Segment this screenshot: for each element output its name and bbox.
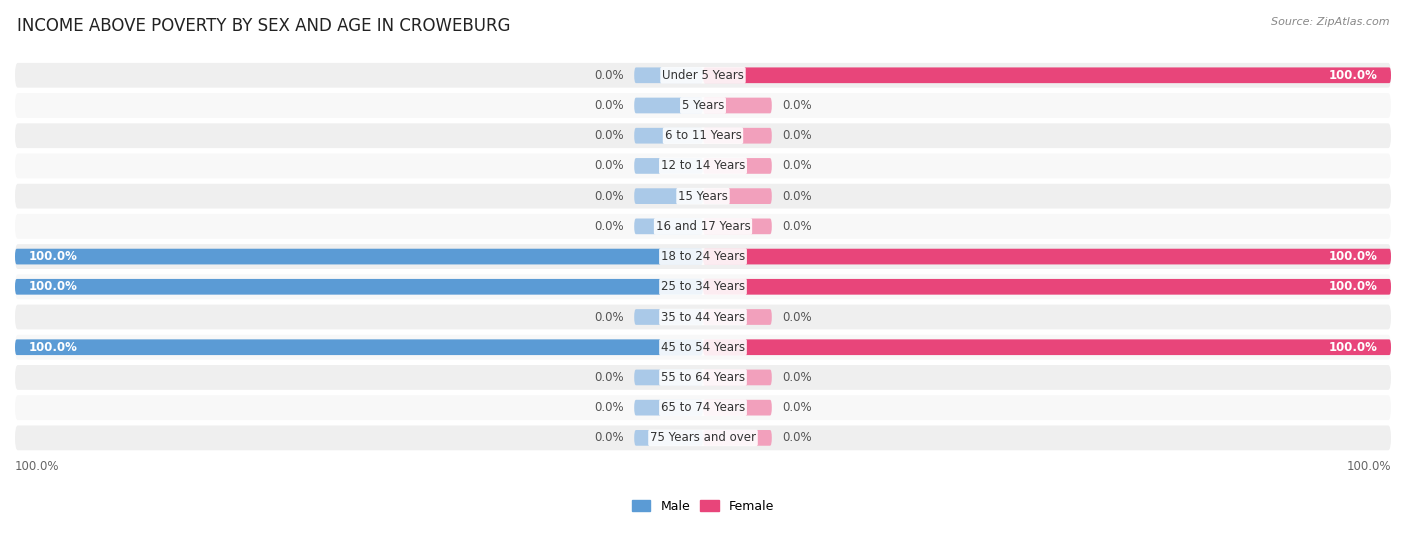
Text: 0.0%: 0.0% [595,401,624,414]
FancyBboxPatch shape [703,369,772,385]
FancyBboxPatch shape [15,365,1391,390]
Text: 0.0%: 0.0% [595,371,624,384]
FancyBboxPatch shape [15,395,1391,420]
FancyBboxPatch shape [703,158,772,174]
FancyBboxPatch shape [703,400,772,415]
FancyBboxPatch shape [634,400,703,415]
Text: 0.0%: 0.0% [782,99,811,112]
FancyBboxPatch shape [634,68,703,83]
FancyBboxPatch shape [634,369,703,385]
FancyBboxPatch shape [634,430,703,446]
Text: 75 Years and over: 75 Years and over [650,432,756,444]
FancyBboxPatch shape [634,219,703,234]
Text: 100.0%: 100.0% [1347,459,1391,472]
Text: 100.0%: 100.0% [1329,280,1378,293]
FancyBboxPatch shape [703,128,772,144]
FancyBboxPatch shape [15,124,1391,148]
Text: 100.0%: 100.0% [28,280,77,293]
Text: INCOME ABOVE POVERTY BY SEX AND AGE IN CROWEBURG: INCOME ABOVE POVERTY BY SEX AND AGE IN C… [17,17,510,35]
FancyBboxPatch shape [634,188,703,204]
Text: 100.0%: 100.0% [1329,69,1378,82]
Text: Source: ZipAtlas.com: Source: ZipAtlas.com [1271,17,1389,27]
Text: 0.0%: 0.0% [595,190,624,203]
FancyBboxPatch shape [15,249,703,264]
Text: 100.0%: 100.0% [28,341,77,354]
Text: Under 5 Years: Under 5 Years [662,69,744,82]
FancyBboxPatch shape [15,425,1391,450]
Text: 100.0%: 100.0% [1329,341,1378,354]
FancyBboxPatch shape [634,309,703,325]
Text: 35 to 44 Years: 35 to 44 Years [661,310,745,324]
FancyBboxPatch shape [634,128,703,144]
Text: 100.0%: 100.0% [1329,250,1378,263]
Text: 15 Years: 15 Years [678,190,728,203]
FancyBboxPatch shape [15,63,1391,88]
Text: 16 and 17 Years: 16 and 17 Years [655,220,751,233]
Text: 18 to 24 Years: 18 to 24 Years [661,250,745,263]
FancyBboxPatch shape [15,335,1391,359]
Text: 0.0%: 0.0% [782,129,811,142]
Text: 6 to 11 Years: 6 to 11 Years [665,129,741,142]
Text: 0.0%: 0.0% [595,432,624,444]
FancyBboxPatch shape [15,279,703,295]
Text: 65 to 74 Years: 65 to 74 Years [661,401,745,414]
Text: 0.0%: 0.0% [782,371,811,384]
Text: 0.0%: 0.0% [782,220,811,233]
FancyBboxPatch shape [15,154,1391,178]
FancyBboxPatch shape [703,98,772,113]
FancyBboxPatch shape [15,339,703,355]
Text: 0.0%: 0.0% [595,69,624,82]
FancyBboxPatch shape [703,309,772,325]
Legend: Male, Female: Male, Female [627,495,779,518]
FancyBboxPatch shape [15,274,1391,299]
Text: 100.0%: 100.0% [28,250,77,263]
FancyBboxPatch shape [15,214,1391,239]
Text: 12 to 14 Years: 12 to 14 Years [661,159,745,172]
FancyBboxPatch shape [15,244,1391,269]
FancyBboxPatch shape [703,249,1391,264]
FancyBboxPatch shape [15,305,1391,329]
FancyBboxPatch shape [703,339,1391,355]
Text: 0.0%: 0.0% [782,190,811,203]
FancyBboxPatch shape [703,219,772,234]
Text: 55 to 64 Years: 55 to 64 Years [661,371,745,384]
FancyBboxPatch shape [634,158,703,174]
Text: 0.0%: 0.0% [595,129,624,142]
Text: 25 to 34 Years: 25 to 34 Years [661,280,745,293]
Text: 100.0%: 100.0% [15,459,59,472]
Text: 0.0%: 0.0% [595,99,624,112]
Text: 5 Years: 5 Years [682,99,724,112]
Text: 0.0%: 0.0% [782,401,811,414]
Text: 0.0%: 0.0% [595,310,624,324]
Text: 0.0%: 0.0% [782,432,811,444]
Text: 0.0%: 0.0% [782,310,811,324]
Text: 0.0%: 0.0% [595,220,624,233]
Text: 0.0%: 0.0% [782,159,811,172]
FancyBboxPatch shape [15,93,1391,118]
Text: 0.0%: 0.0% [595,159,624,172]
FancyBboxPatch shape [703,279,1391,295]
FancyBboxPatch shape [15,184,1391,209]
FancyBboxPatch shape [703,188,772,204]
Text: 45 to 54 Years: 45 to 54 Years [661,341,745,354]
FancyBboxPatch shape [703,430,772,446]
FancyBboxPatch shape [703,68,1391,83]
FancyBboxPatch shape [634,98,703,113]
